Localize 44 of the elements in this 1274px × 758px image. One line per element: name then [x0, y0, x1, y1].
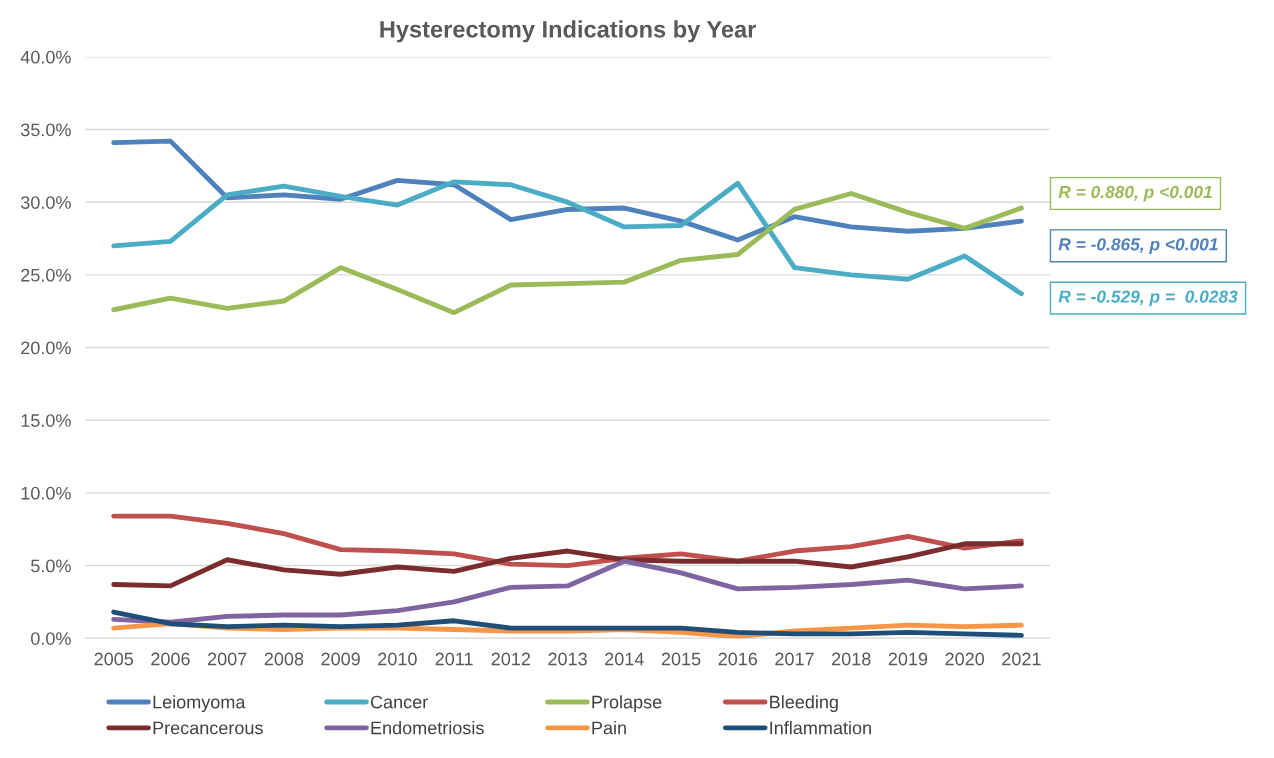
y-tick-label: 0.0% — [31, 632, 71, 645]
x-tick-label: 2010 — [378, 652, 417, 666]
line-series — [111, 609, 1024, 638]
line-series — [111, 179, 1024, 297]
x-tick-label: 2016 — [718, 652, 758, 666]
legend-label: Leiomyoma — [153, 695, 246, 713]
line-series — [111, 558, 1024, 625]
legend-label: Endometriosis — [371, 721, 484, 735]
x-tick-label: 2011 — [435, 652, 473, 666]
legend-label: Inflammation — [770, 721, 871, 735]
y-tick-label: 30.0% — [20, 196, 71, 209]
legend-label: Precancerous — [153, 721, 263, 735]
x-tick-label: 2015 — [661, 652, 701, 666]
x-tick-label: 2020 — [945, 652, 985, 666]
line-series — [111, 191, 1024, 316]
annotation: R = 0.880, p <0.001 — [1058, 185, 1212, 202]
legend-label: Prolapse — [592, 695, 662, 713]
x-tick-label: 2013 — [548, 652, 587, 666]
y-tick-label: 15.0% — [21, 414, 71, 427]
y-tick-label: 5.0% — [31, 559, 71, 573]
x-tick-label: 2019 — [888, 652, 928, 666]
y-tick-label: 10.0% — [21, 486, 71, 500]
x-tick-label: 2009 — [321, 652, 360, 666]
legend-label: Pain — [592, 721, 626, 735]
annotation: R = -0.529, p = 0.0283 — [1058, 290, 1238, 307]
x-tick-label: 2005 — [94, 652, 134, 666]
x-tick-label: 2008 — [264, 652, 304, 666]
x-tick-label: 2017 — [775, 652, 814, 666]
x-tick-label: 2012 — [491, 652, 531, 666]
x-tick-label: 2021 — [1002, 652, 1041, 666]
x-tick-label: 2018 — [832, 652, 871, 666]
line-series — [111, 541, 1024, 589]
legend-label: Cancer — [370, 695, 428, 709]
x-tick-label: 2007 — [208, 652, 247, 666]
annotation: R = -0.865, p <0.001 — [1058, 238, 1218, 254]
line-series — [111, 138, 1024, 243]
y-tick-label: 35.0% — [20, 123, 71, 137]
legend-label: Bleeding — [770, 695, 838, 713]
x-tick-label: 2006 — [151, 652, 190, 666]
chart-title: Hysterectomy Indications by Year — [380, 20, 756, 43]
x-tick-label: 2014 — [605, 652, 644, 666]
y-tick-label: 20.0% — [21, 341, 71, 355]
y-tick-label: 25.0% — [21, 268, 71, 282]
y-tick-label: 40.0% — [20, 50, 71, 64]
